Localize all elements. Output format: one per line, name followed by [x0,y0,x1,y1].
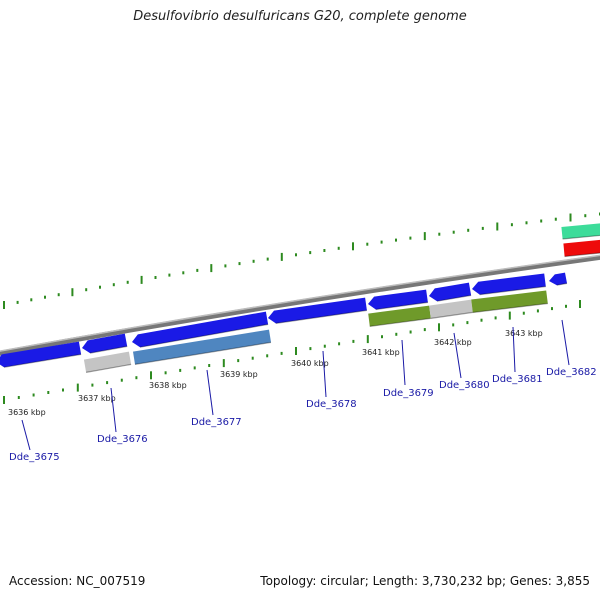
gene-leader-line [453,332,462,379]
scale-label: 3643 kbp [505,329,543,338]
gene-label[interactable]: Dde_3681 [492,374,543,385]
gene-leader-line [561,319,570,366]
backbone-line [0,254,600,356]
topology-label: Topology: [260,574,317,588]
gene-leader-line [322,350,327,398]
map-title: Desulfovibrio desulfuricans G20, complet… [133,9,467,24]
accession-info: Accession: NC_007519 [9,574,145,588]
genome-backbone [0,254,600,356]
scale-label: 3641 kbp [362,348,400,357]
gene-dde-3678 [268,297,367,324]
gene-label[interactable]: Dde_3678 [306,399,357,410]
inner-tick-track [3,300,581,404]
gene-dde-3681 [472,273,546,296]
gene-label[interactable]: Dde_3675 [9,452,60,463]
gene-dde-3677 [132,311,269,348]
accession-label: Accession: [9,574,73,588]
gene-dde-3679 [368,289,428,311]
feature-olive-2 [471,290,548,314]
feature-teal [561,223,600,240]
scale-label: 3637 kbp [78,394,116,403]
genes-value: 3,855 [555,574,590,588]
gene-leader-line [206,369,214,416]
genes-label: Genes: [509,574,552,588]
gene-leader-line [512,326,516,373]
gene-label[interactable]: Dde_3677 [191,417,242,428]
feature-gray-2 [429,299,473,319]
genome-summary: Topology: circular; Length: 3,730,232 bp… [260,574,590,588]
feature-red [563,239,600,258]
gene-label[interactable]: Dde_3682 [546,367,597,378]
scale-label: 3638 kbp [149,381,187,390]
gene-dde-3676 [82,333,128,354]
gene-dde-3675 [0,341,82,368]
gene-label[interactable]: Dde_3680 [439,380,490,391]
accession-value: NC_007519 [76,574,146,588]
feature-steelblue [133,329,272,365]
gene-dde-3682 [549,272,568,286]
scale-label: 3639 kbp [220,370,258,379]
scale-label: 3642 kbp [434,338,472,347]
feature-gray-1 [83,351,132,373]
gene-label[interactable]: Dde_3676 [97,434,148,445]
gene-leader-line [401,339,406,386]
scale-labels: 3636 kbp 3637 kbp 3638 kbp 3639 kbp 3640 kbp… [8,329,543,417]
feature-olive-1 [368,305,431,327]
gene-features [0,223,600,373]
gene-label[interactable]: Dde_3679 [383,388,434,399]
gene-dde-3680 [429,282,472,302]
gene-labels: Dde_3675 Dde_3676 Dde_3677 Dde_3678 Dde_3679… [9,319,597,463]
outer-tick-track [3,212,600,309]
length-label: Length: [372,574,419,588]
gene-leader-line [21,419,31,451]
backbone-highlight [0,254,600,352]
scale-label: 3640 kbp [291,359,329,368]
scale-label: 3636 kbp [8,408,46,417]
topology-value: circular [320,574,365,588]
gene-leader-line [110,387,117,433]
length-value: 3,730,232 bp [421,574,502,588]
